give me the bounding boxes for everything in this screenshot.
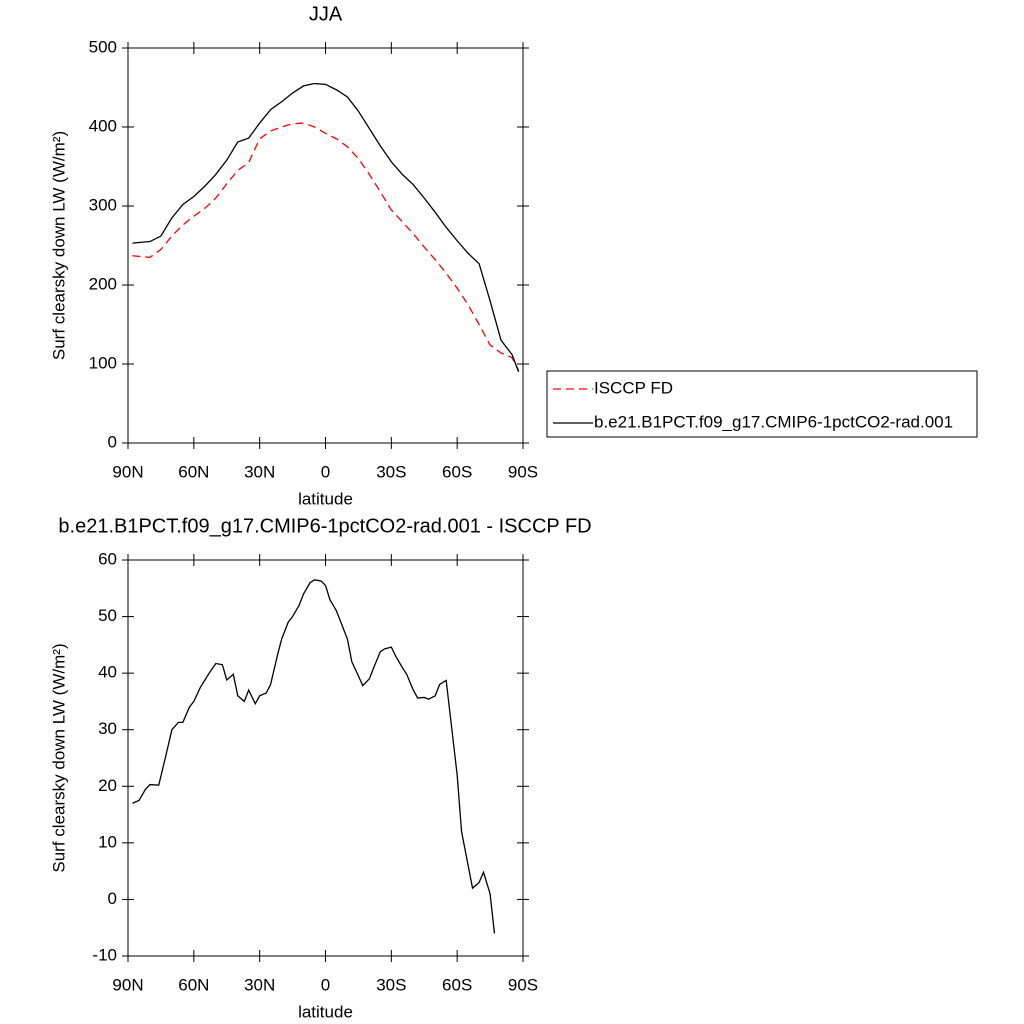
y-tick-label: 100: [89, 353, 117, 372]
y-tick-label: 400: [89, 116, 117, 135]
y-tick-label: 20: [98, 776, 117, 795]
y-tick-label: 200: [89, 274, 117, 293]
x-tick-label: 90N: [112, 462, 143, 481]
y-axis-label: Surf clearsky down LW (W/m²): [49, 643, 68, 872]
plot-frame: [127, 47, 524, 444]
data-line: [132, 579, 496, 934]
x-tick-label: 60S: [442, 462, 472, 481]
data-line: [132, 82, 520, 373]
y-tick-label: 40: [98, 663, 117, 682]
x-tick-label: 60N: [178, 975, 209, 994]
legend-label: ISCCP FD: [594, 378, 673, 397]
y-tick-label: 0: [108, 432, 117, 451]
x-axis-label: latitude: [298, 1002, 353, 1021]
x-tick-label: 90N: [112, 975, 143, 994]
y-tick-label: 300: [89, 195, 117, 214]
x-tick-label: 30N: [244, 975, 275, 994]
x-tick-label: 0: [321, 462, 330, 481]
x-tick-label: 60S: [442, 975, 472, 994]
x-tick-label: 90S: [508, 975, 538, 994]
y-tick-label: 10: [98, 832, 117, 851]
y-tick-label: -10: [92, 945, 117, 964]
x-axis-label: latitude: [298, 489, 353, 508]
chart-title: JJA: [309, 3, 343, 25]
x-tick-label: 30S: [376, 975, 406, 994]
y-tick-label: 500: [89, 37, 117, 56]
y-tick-label: 60: [98, 549, 117, 568]
plot-frame: [127, 559, 524, 957]
data-line: [132, 122, 520, 371]
x-tick-label: 30S: [376, 462, 406, 481]
legend-label: b.e21.B1PCT.f09_g17.CMIP6-1pctCO2-rad.00…: [594, 412, 953, 431]
y-tick-label: 30: [98, 719, 117, 738]
x-tick-label: 60N: [178, 462, 209, 481]
x-tick-label: 30N: [244, 462, 275, 481]
y-tick-label: 0: [108, 889, 117, 908]
chart-title: b.e21.B1PCT.f09_g17.CMIP6-1pctCO2-rad.00…: [58, 515, 591, 537]
y-axis-label: Surf clearsky down LW (W/m²): [49, 131, 68, 360]
legend-box: [546, 370, 978, 438]
x-tick-label: 90S: [508, 462, 538, 481]
x-tick-label: 0: [321, 975, 330, 994]
y-tick-label: 50: [98, 606, 117, 625]
